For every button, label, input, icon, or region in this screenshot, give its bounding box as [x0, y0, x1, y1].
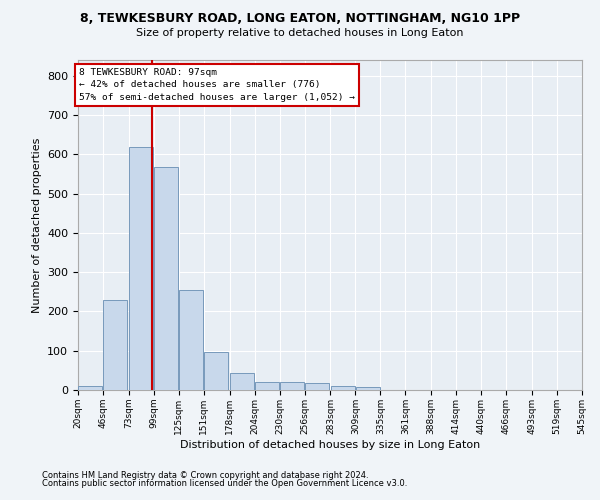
- Bar: [179, 290, 203, 390]
- Bar: [204, 352, 228, 390]
- Bar: [130, 147, 154, 390]
- Text: Contains public sector information licensed under the Open Government Licence v3: Contains public sector information licen…: [42, 478, 407, 488]
- Bar: [154, 167, 178, 390]
- Bar: [79, 386, 103, 390]
- Y-axis label: Number of detached properties: Number of detached properties: [32, 138, 41, 312]
- Bar: [103, 300, 127, 390]
- Bar: [305, 383, 329, 390]
- Text: Contains HM Land Registry data © Crown copyright and database right 2024.: Contains HM Land Registry data © Crown c…: [42, 471, 368, 480]
- Text: 8 TEWKESBURY ROAD: 97sqm
← 42% of detached houses are smaller (776)
57% of semi-: 8 TEWKESBURY ROAD: 97sqm ← 42% of detach…: [79, 68, 355, 102]
- Bar: [356, 387, 380, 390]
- Bar: [230, 372, 254, 390]
- Bar: [331, 386, 355, 390]
- Bar: [255, 382, 279, 390]
- Text: Size of property relative to detached houses in Long Eaton: Size of property relative to detached ho…: [136, 28, 464, 38]
- X-axis label: Distribution of detached houses by size in Long Eaton: Distribution of detached houses by size …: [180, 440, 480, 450]
- Bar: [280, 382, 304, 390]
- Text: 8, TEWKESBURY ROAD, LONG EATON, NOTTINGHAM, NG10 1PP: 8, TEWKESBURY ROAD, LONG EATON, NOTTINGH…: [80, 12, 520, 26]
